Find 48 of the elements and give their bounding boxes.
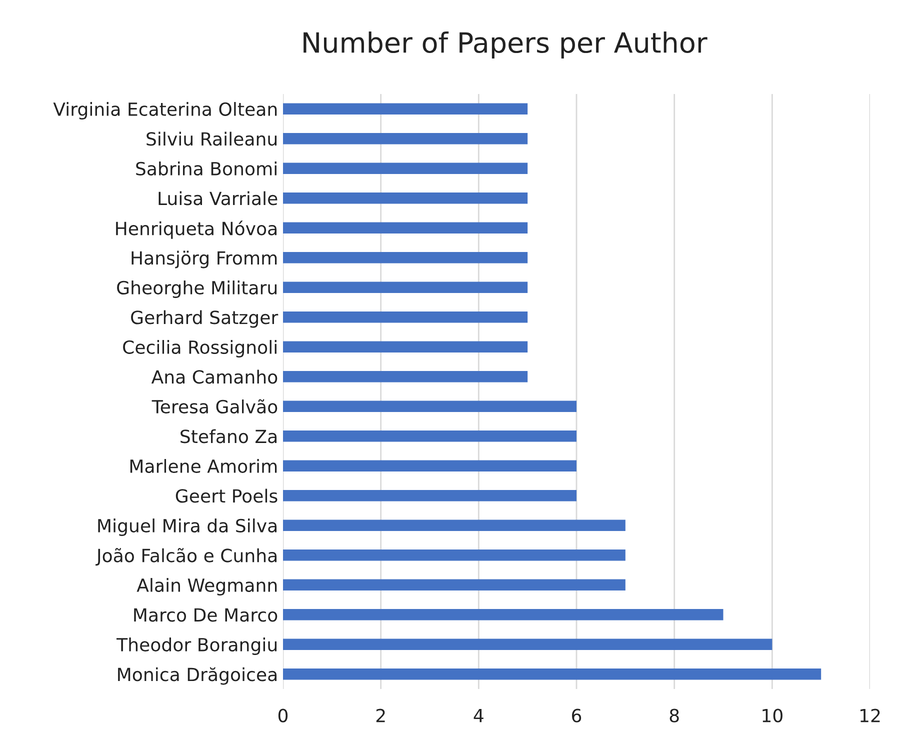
y-tick-label: Theodor Borangiu xyxy=(116,638,276,655)
chart-title: Number of Papers per Author xyxy=(304,32,708,58)
x-tick-label: 10 xyxy=(762,708,782,722)
bar xyxy=(283,132,528,144)
bar xyxy=(283,103,528,115)
bar xyxy=(283,400,576,412)
y-tick-label: Stefano Za xyxy=(180,429,276,444)
bar xyxy=(283,668,822,680)
y-tick-label: Teresa Galvão xyxy=(152,399,278,414)
y-tick-label: Geert Poels xyxy=(176,488,278,503)
bar xyxy=(283,579,626,591)
bar xyxy=(283,341,528,353)
y-tick-label: Gheorghe Militaru xyxy=(117,280,276,298)
bar xyxy=(283,311,528,323)
y-tick-label: Ana Camanho xyxy=(151,370,278,384)
x-tick-label: 4 xyxy=(474,709,484,722)
bar xyxy=(283,430,576,442)
bar xyxy=(283,638,772,650)
x-tick-label: 6 xyxy=(572,708,582,722)
bar xyxy=(283,252,528,264)
y-tick-label: Alain Wegmann xyxy=(136,578,277,596)
bar xyxy=(283,222,528,234)
y-tick-label: Virginia Ecaterina Oltean xyxy=(53,102,277,120)
bar xyxy=(283,490,576,502)
y-tick-label: Miguel Mira da Silva xyxy=(98,518,276,536)
bar xyxy=(283,282,528,294)
bar xyxy=(283,192,528,204)
y-tick-label: Luisa Varriale xyxy=(158,191,278,206)
y-tick-label: Silviu Raileanu xyxy=(146,132,276,146)
bar xyxy=(283,520,626,532)
x-tick-label: 8 xyxy=(670,708,679,722)
bar xyxy=(283,608,724,620)
bar xyxy=(283,162,528,174)
y-tick-label: Hansjörg Fromm xyxy=(132,250,277,268)
y-tick-label: Monica Drăgoicea xyxy=(118,667,276,685)
x-tick-label: 0 xyxy=(278,708,288,722)
bar xyxy=(283,549,626,561)
x-tick-label: 2 xyxy=(376,708,385,722)
y-tick-label: Sabrina Bonomi xyxy=(136,162,276,176)
bar xyxy=(283,460,576,472)
y-tick-label: Henriqueta Nóvoa xyxy=(116,220,276,239)
y-tick-label: Gerhard Satzger xyxy=(131,310,278,328)
bar xyxy=(283,370,528,382)
y-tick-label: João Falcão e Cunha xyxy=(96,548,276,566)
x-tick-label: 12 xyxy=(860,708,880,722)
y-tick-label: Marco De Marco xyxy=(134,608,278,622)
y-tick-label: Cecilia Rossignoli xyxy=(123,340,276,358)
y-tick-label: Marlene Amorim xyxy=(130,459,277,473)
